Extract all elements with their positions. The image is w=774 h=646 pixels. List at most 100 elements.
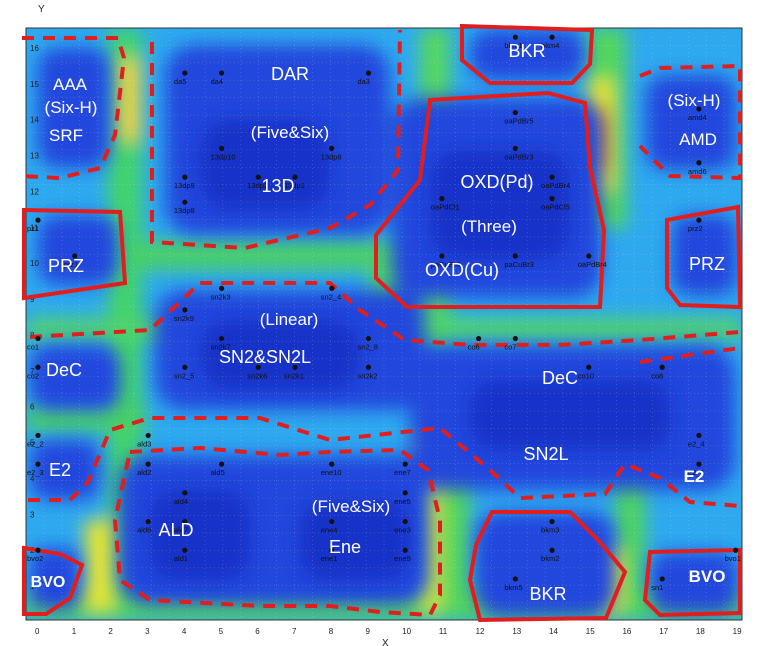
x-tick-label: 5 (219, 627, 224, 636)
data-point (696, 432, 702, 439)
cluster-label: E2 (684, 467, 705, 486)
data-point (182, 199, 188, 205)
data-point (512, 335, 518, 342)
cluster-label: AAA (53, 75, 88, 94)
data-point (35, 461, 41, 467)
data-point-label: ene1 (321, 554, 338, 563)
y-tick-label: 4 (30, 474, 35, 483)
data-point (329, 518, 335, 525)
data-point-label: ene5 (394, 497, 411, 506)
data-point-label: co7 (504, 343, 516, 352)
data-point-label: 13dp2 (247, 181, 268, 190)
data-point (329, 461, 335, 467)
cluster-label: PRZ (48, 256, 84, 276)
data-point-label: 13dp1 (284, 181, 305, 190)
data-point-label: sn2k2 (357, 371, 377, 380)
data-point (35, 364, 41, 370)
cluster-label: 13D (261, 176, 294, 196)
x-tick-label: 16 (622, 627, 631, 636)
boundary-prz-right (665, 204, 743, 310)
data-point (549, 34, 555, 40)
data-point (365, 335, 372, 342)
cluster-label: ALD (158, 520, 193, 540)
boundary-prz-left (22, 207, 128, 301)
data-point (35, 432, 41, 439)
data-point (586, 253, 592, 259)
data-point-label: e2_3 (27, 468, 44, 477)
x-tick-label: 2 (108, 627, 113, 636)
data-point (549, 196, 555, 202)
data-point (255, 174, 261, 180)
data-point-label: 13dp10 (211, 152, 236, 161)
data-point-label: sn1 (651, 583, 663, 592)
data-point-label: ald6 (137, 526, 151, 535)
data-point (145, 461, 151, 467)
data-point (512, 145, 518, 151)
boundary-dar (150, 29, 402, 251)
data-point-label: co10 (578, 371, 594, 380)
data-point (35, 335, 41, 342)
data-point-label: bvo1 (725, 554, 741, 563)
data-point (182, 364, 188, 370)
data-point-label: e2_2 (27, 439, 44, 448)
cluster-label: SRF (49, 126, 83, 145)
y-tick-label: 13 (30, 152, 39, 161)
cluster-label: (Five&Six) (312, 497, 390, 516)
x-tick-label: 9 (365, 627, 370, 636)
data-point-label: bkm1 (504, 41, 522, 50)
data-point (696, 461, 702, 467)
x-tick-label: 0 (35, 627, 40, 636)
data-point-label: oaPdBr4 (541, 181, 570, 190)
data-point-label: bkm2 (541, 554, 559, 563)
cluster-label: OXD(Pd) (460, 172, 533, 192)
y-tick-label: 7 (30, 367, 35, 376)
y-tick-label: 12 (30, 187, 39, 196)
x-axis-label: X (382, 638, 389, 646)
grid (26, 28, 742, 620)
data-point (696, 160, 702, 166)
data-point (292, 364, 298, 370)
cluster-label: (Six-H) (45, 98, 98, 117)
data-point (696, 106, 702, 112)
cluster-label: OXD(Cu) (425, 260, 499, 280)
data-point-label: sn2_4 (321, 292, 341, 301)
data-point (439, 196, 445, 202)
data-points: da5 da4 da3 13dp10 13dp8 13dp9 13dp2 13dp1 13dp8… (27, 34, 741, 592)
data-point (512, 576, 518, 582)
x-tick-label: 4 (182, 627, 187, 636)
y-tick-label: 9 (30, 295, 35, 304)
data-point-label: co6 (468, 343, 480, 352)
x-tick-label: 15 (586, 627, 595, 636)
data-point-label: prz1 (64, 260, 79, 269)
x-tick-label: 7 (292, 627, 297, 636)
data-point-label: ene9 (394, 554, 411, 563)
data-point-label: oaPdCl5 (541, 203, 570, 212)
boundary-aaa (21, 36, 127, 181)
data-point-label: 13dp9 (174, 181, 195, 190)
data-point-label: ene4 (321, 526, 338, 535)
cluster-label: DAR (271, 64, 309, 84)
cluster-label: BVO (689, 567, 726, 586)
data-point (329, 547, 335, 553)
y-tick-label: 11 (30, 223, 39, 232)
data-point (512, 34, 518, 40)
data-point (218, 335, 225, 342)
boundary-e2-left (28, 416, 741, 508)
boundary-amd (638, 63, 742, 181)
data-point (329, 285, 335, 291)
cluster-label: BKR (508, 41, 545, 61)
cluster-label: (Six-H) (668, 91, 721, 110)
cluster-label: DeC (46, 360, 82, 380)
data-point (439, 253, 445, 259)
data-point (182, 490, 188, 496)
data-point-label: ald5 (211, 468, 225, 477)
data-point (402, 490, 408, 496)
data-point (512, 109, 518, 116)
data-point-label: ald1 (174, 554, 188, 563)
y-tick-label: 15 (30, 80, 39, 89)
x-tick-label: 18 (696, 627, 705, 636)
plot-frame (25, 27, 743, 621)
y-tick-label: 5 (30, 439, 35, 448)
data-point (586, 364, 592, 370)
